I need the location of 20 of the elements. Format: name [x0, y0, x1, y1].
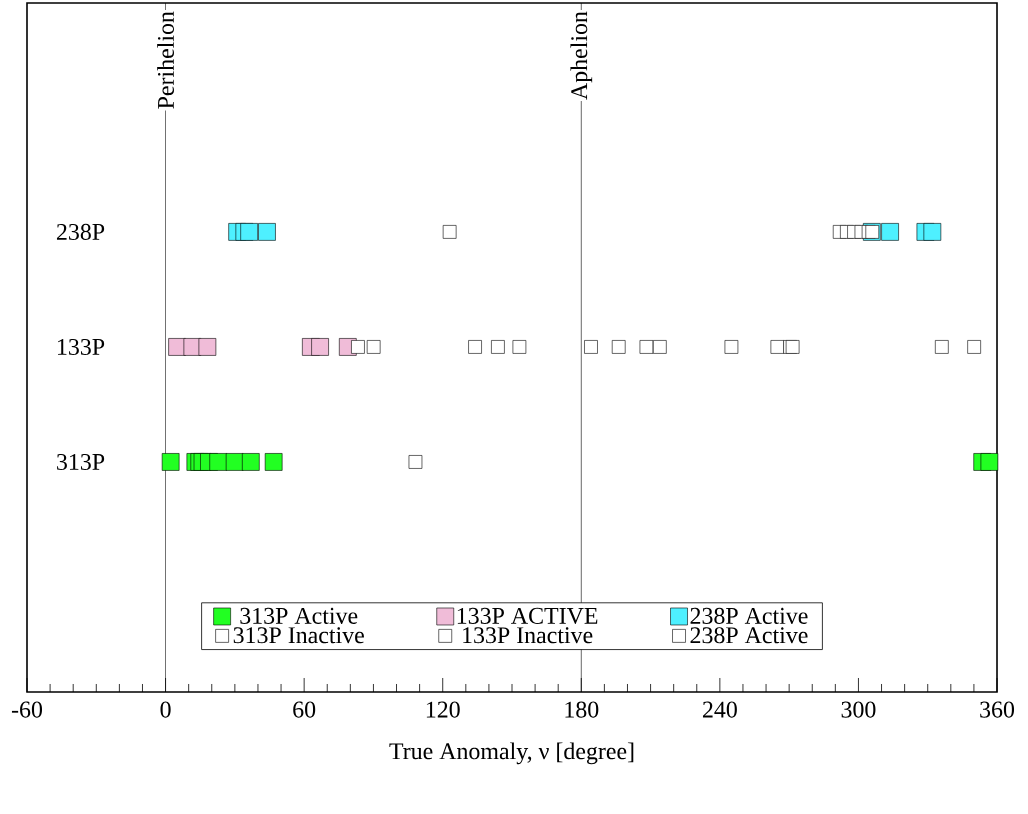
legend-label: 313P Active	[240, 607, 358, 624]
y-tick-label: 133P	[58, 338, 105, 355]
ref-line-label: Aphelion	[570, 11, 593, 100]
ref-line-label: Perihelion	[157, 11, 174, 109]
x-tick-label: -60	[11, 701, 43, 718]
x-axis-title: True Anomaly, ν [degree]	[389, 742, 634, 765]
legend-label: 313P Inactive	[233, 627, 364, 644]
legend-label: 133P ACTIVE	[457, 607, 598, 625]
x-tick-label: 180	[565, 701, 599, 718]
x-tick-label: 120	[426, 701, 460, 718]
x-tick-label: 360	[980, 701, 1015, 718]
y-tick-label: 238P	[56, 223, 105, 240]
x-tick-label: 300	[841, 701, 876, 718]
x-tick-label: 0	[160, 701, 171, 718]
x-tick-label: 240	[702, 701, 737, 718]
legend-label: 238P Active	[690, 627, 808, 644]
x-tick-label: 60	[293, 701, 316, 718]
legend-label: 133P Inactive	[463, 627, 593, 644]
y-tick-label: 313P	[57, 453, 105, 470]
legend-label: 238P Active	[690, 607, 808, 624]
